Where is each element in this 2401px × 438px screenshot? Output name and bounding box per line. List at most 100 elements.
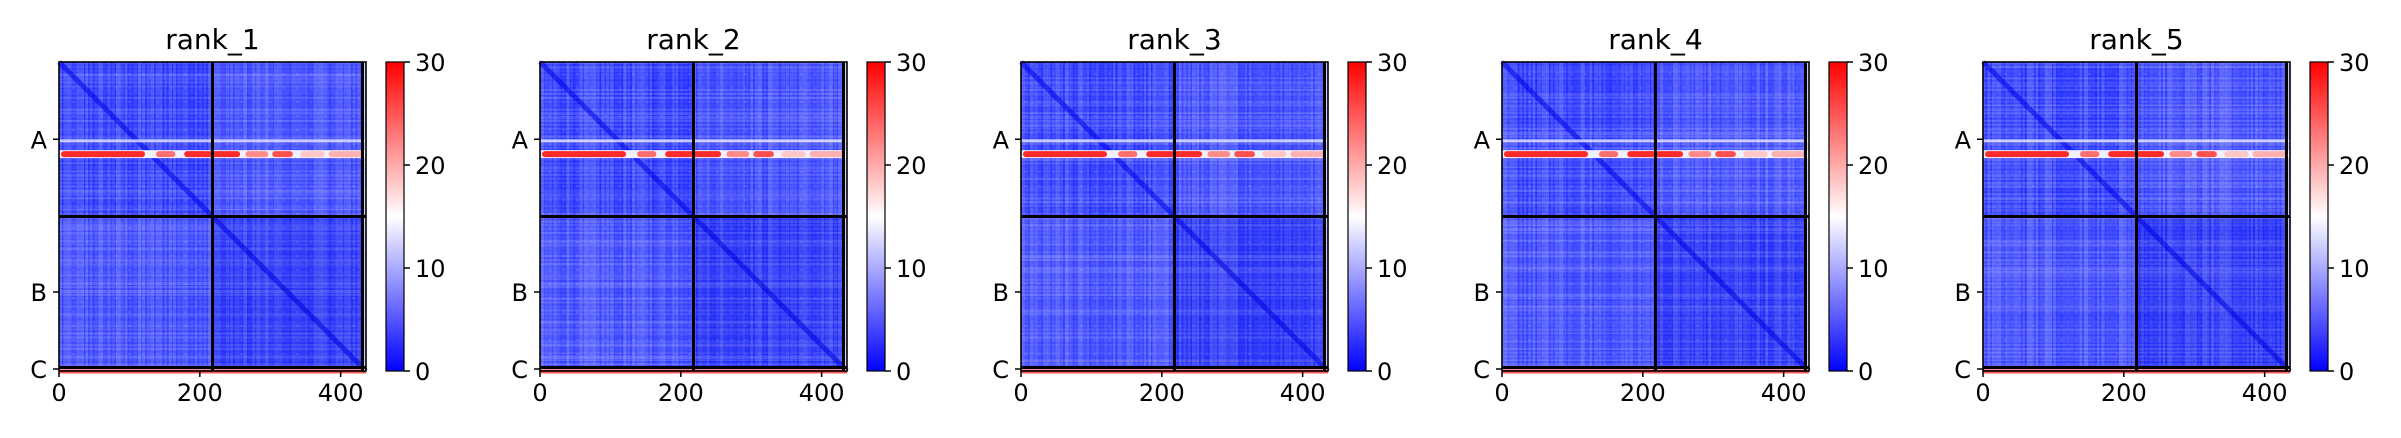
panel-title: rank_1 xyxy=(165,23,259,56)
heatmap-block-BA xyxy=(59,216,213,368)
heatmap-block-AB xyxy=(693,62,844,217)
high-error-row-segment xyxy=(61,151,146,158)
high-error-row-segment xyxy=(156,151,176,158)
heatmap-frame xyxy=(1501,61,1810,372)
y-tick-label: C xyxy=(992,356,1009,384)
high-error-row-segment xyxy=(272,151,293,158)
colorbar-tick-label: 30 xyxy=(1858,49,1889,77)
colorbar-tick-label: 0 xyxy=(415,358,430,386)
x-tick-label: 0 xyxy=(1975,379,1990,407)
heatmap-block-BB xyxy=(1655,216,1806,368)
high-error-row-segment xyxy=(1118,151,1138,158)
x-tick-label: 400 xyxy=(2242,379,2288,407)
y-tick-label: A xyxy=(31,126,48,154)
panel-title: rank_2 xyxy=(646,23,740,56)
y-tick-label: C xyxy=(30,356,47,384)
heatmap-block-BA xyxy=(1983,216,2137,368)
x-tick-label: 200 xyxy=(658,379,704,407)
x-tick-label: 0 xyxy=(51,379,66,407)
heatmap-block-AB xyxy=(2136,62,2287,217)
high-error-row-segment xyxy=(753,151,774,158)
panel-title: rank_3 xyxy=(1127,23,1221,56)
high-error-row-segment xyxy=(1771,151,1807,158)
high-error-row-segment xyxy=(1688,151,1712,158)
x-tick-label: 200 xyxy=(1620,379,1666,407)
high-error-row-segment xyxy=(809,151,845,158)
heatmap-frame xyxy=(539,61,848,372)
high-error-row-segment xyxy=(2080,151,2100,158)
colorbar-tick-label: 10 xyxy=(2339,255,2370,283)
colorbar xyxy=(1347,61,1367,372)
high-error-row-segment xyxy=(1207,151,1231,158)
y-tick-label: B xyxy=(993,279,1009,307)
colorbar xyxy=(385,61,405,372)
colorbar-tick-label: 10 xyxy=(896,255,927,283)
colorbar xyxy=(866,61,886,372)
colorbar xyxy=(1828,61,1848,372)
colorbar-tick-label: 20 xyxy=(2339,152,2370,180)
colorbar-tick-label: 20 xyxy=(415,152,446,180)
high-error-row-segment xyxy=(2252,151,2288,158)
colorbar-tick-label: 20 xyxy=(1377,152,1408,180)
y-tick-label: B xyxy=(512,279,528,307)
high-error-row-segment xyxy=(300,151,325,158)
high-error-row-segment xyxy=(726,151,750,158)
heatmap-block-BA xyxy=(1502,216,1656,368)
high-error-row-segment xyxy=(1504,151,1589,158)
x-tick-label: 400 xyxy=(1280,379,1326,407)
heatmap-block-BB xyxy=(2136,216,2287,368)
colorbar-tick-label: 30 xyxy=(1377,49,1408,77)
colorbar-tick-label: 0 xyxy=(896,358,911,386)
y-tick-label: B xyxy=(1955,279,1971,307)
x-tick-label: 400 xyxy=(318,379,364,407)
high-error-row-segment xyxy=(1715,151,1736,158)
high-error-row-segment xyxy=(245,151,269,158)
heatmap-block-BB xyxy=(1174,216,1325,368)
heatmap-block-BA xyxy=(540,216,694,368)
y-tick-label: B xyxy=(1474,279,1490,307)
y-tick-label: C xyxy=(1954,356,1971,384)
panel-title: rank_5 xyxy=(2089,23,2183,56)
y-tick-label: C xyxy=(511,356,528,384)
colorbar-tick-label: 30 xyxy=(2339,49,2370,77)
x-tick-label: 200 xyxy=(2101,379,2147,407)
y-tick-label: B xyxy=(31,279,47,307)
high-error-row-segment xyxy=(1599,151,1619,158)
heatmap-frame xyxy=(58,61,367,372)
y-tick-label: A xyxy=(993,126,1010,154)
y-tick-label: C xyxy=(1473,356,1490,384)
high-error-row-segment xyxy=(542,151,627,158)
high-error-row-segment xyxy=(1743,151,1768,158)
high-error-row-segment xyxy=(781,151,806,158)
x-tick-label: 400 xyxy=(799,379,845,407)
panel-title: rank_4 xyxy=(1608,23,1702,56)
heatmap-block-BA xyxy=(1021,216,1175,368)
x-tick-label: 200 xyxy=(177,379,223,407)
high-error-row-segment xyxy=(2224,151,2249,158)
colorbar-tick-label: 20 xyxy=(896,152,927,180)
x-tick-label: 0 xyxy=(532,379,547,407)
heatmap-block-BB xyxy=(693,216,844,368)
high-error-row-segment xyxy=(328,151,364,158)
high-error-row-segment xyxy=(1234,151,1255,158)
heatmap-frame xyxy=(1982,61,2291,372)
heatmap-block-AB xyxy=(1174,62,1325,217)
colorbar-tick-label: 30 xyxy=(896,49,927,77)
colorbar-tick-label: 0 xyxy=(1377,358,1392,386)
high-error-row-segment xyxy=(1262,151,1287,158)
x-tick-label: 0 xyxy=(1494,379,1509,407)
colorbar-tick-label: 10 xyxy=(415,255,446,283)
heatmap-block-AB xyxy=(212,62,363,217)
colorbar-tick-label: 10 xyxy=(1858,255,1889,283)
high-error-row-segment xyxy=(2196,151,2217,158)
high-error-row-segment xyxy=(1023,151,1108,158)
y-tick-label: A xyxy=(1955,126,1972,154)
colorbar-tick-label: 20 xyxy=(1858,152,1889,180)
y-tick-label: A xyxy=(1474,126,1491,154)
colorbar-tick-label: 30 xyxy=(415,49,446,77)
colorbar xyxy=(2309,61,2329,372)
